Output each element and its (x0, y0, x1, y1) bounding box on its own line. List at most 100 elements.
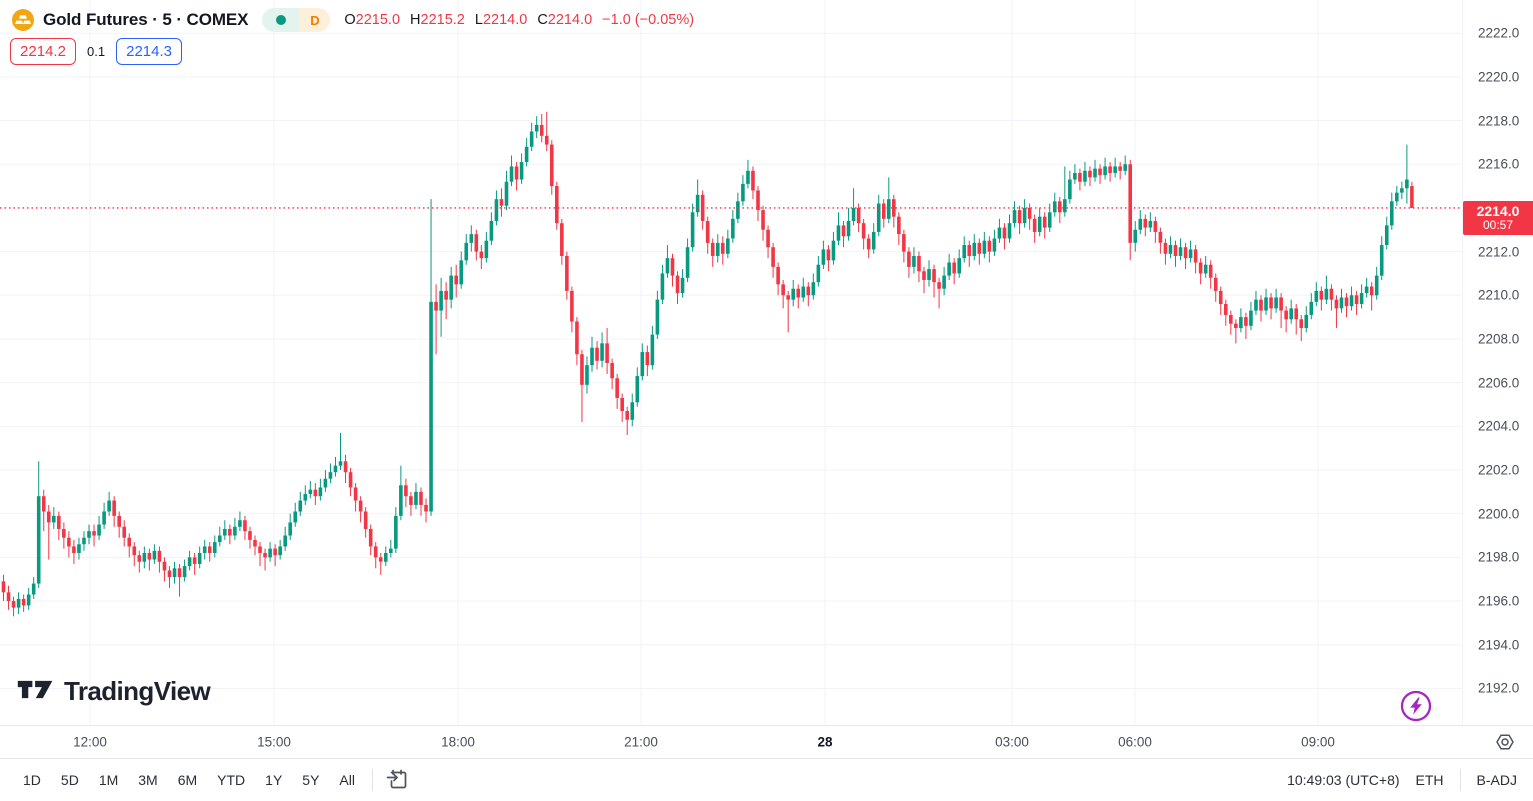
candle (414, 483, 418, 510)
candle (283, 526, 287, 551)
candle (731, 210, 735, 243)
time-axis[interactable]: 12:00 15:00 18:00 21:00 28 03:00 06:00 09:00 (0, 725, 1533, 758)
candle (258, 542, 262, 567)
candle (464, 234, 469, 265)
range-button-3m[interactable]: 3M (131, 768, 164, 792)
price-tick-label: 2216.0 (1478, 156, 1520, 172)
candle (987, 236, 992, 263)
candle (172, 561, 177, 584)
candle (1012, 201, 1017, 228)
candle (338, 432, 343, 470)
range-button-5y[interactable]: 5Y (295, 768, 326, 792)
candle (107, 491, 111, 516)
candle (1289, 299, 1293, 324)
candle (1405, 144, 1409, 204)
candle (615, 373, 619, 409)
candle (801, 277, 806, 302)
candlestick-chart[interactable] (0, 0, 1462, 725)
price-tick-label: 2194.0 (1478, 637, 1520, 653)
adjustment-toggle[interactable]: B-ADJ (1476, 772, 1517, 788)
candle (243, 515, 247, 540)
candle (1188, 240, 1193, 263)
candle (67, 531, 71, 558)
price-tick-label: 2202.0 (1478, 462, 1520, 478)
buy-ask-button[interactable]: 2214.3 (116, 38, 183, 65)
candle (1068, 170, 1072, 204)
candle (670, 253, 675, 287)
candle (710, 238, 715, 267)
tradingview-logo-text: TradingView (64, 676, 211, 706)
chart-area[interactable] (0, 0, 1462, 725)
candle (1354, 290, 1359, 315)
candle (1103, 157, 1107, 180)
candle (373, 542, 378, 569)
candle (1098, 164, 1102, 184)
candle (1123, 155, 1127, 176)
candle (937, 277, 941, 309)
range-button-6m[interactable]: 6M (171, 768, 204, 792)
candle (449, 266, 453, 309)
candle (268, 542, 272, 562)
candle (645, 345, 650, 377)
candle (1108, 162, 1112, 182)
range-button-1m[interactable]: 1M (92, 768, 125, 792)
session-toggle[interactable]: ETH (1415, 772, 1444, 788)
toolbar-divider (371, 769, 373, 791)
price-tick-label: 2204.0 (1478, 418, 1520, 434)
axis-settings-icon[interactable] (1493, 730, 1517, 754)
candle (142, 546, 147, 569)
candle (700, 190, 705, 230)
candle (1234, 319, 1238, 344)
candle (992, 229, 997, 256)
candle (1410, 181, 1414, 208)
candle (21, 594, 26, 612)
sell-bid-button[interactable]: 2214.2 (10, 38, 76, 65)
ohlc-readout: O2215.0 H2215.2 L2214.0 C2214.0 −1.0 (−0… (344, 12, 694, 28)
quick-trade-lightning-icon[interactable] (1399, 689, 1433, 723)
range-button-1y[interactable]: 1Y (258, 768, 289, 792)
candle (821, 240, 826, 270)
candle (565, 251, 569, 300)
clock[interactable]: 10:49:03 (UTC+8) (1287, 772, 1400, 788)
candle (811, 273, 816, 300)
candle (444, 282, 448, 320)
candle (600, 332, 604, 368)
range-button-1d[interactable]: 1D (16, 768, 48, 792)
candle (836, 212, 841, 246)
candle (479, 245, 484, 270)
candle (982, 231, 987, 259)
candle (549, 140, 554, 195)
candle (977, 238, 982, 265)
candle (1148, 212, 1153, 232)
candle (1334, 295, 1339, 329)
candle (620, 393, 624, 422)
price-tick-label: 2222.0 (1478, 25, 1520, 41)
candle (343, 454, 348, 484)
tradingview-watermark[interactable]: TradingView (16, 674, 211, 709)
time-tick-label: 15:00 (257, 734, 291, 750)
change-value: −1.0 (−0.05%) (602, 12, 695, 28)
candle (660, 264, 665, 305)
range-button-all[interactable]: All (332, 768, 362, 792)
candle (595, 341, 599, 370)
candle (62, 522, 66, 549)
candle (942, 266, 946, 296)
low-label: L (474, 12, 483, 28)
go-to-date-button[interactable] (383, 765, 411, 796)
range-button-ytd[interactable]: YTD (210, 768, 252, 792)
candle (323, 470, 328, 492)
range-button-5d[interactable]: 5D (54, 768, 86, 792)
price-axis[interactable]: 2222.0 2220.0 2218.0 2216.0 2214.0 2212.0 2210… (1462, 0, 1533, 725)
time-tick-label: 12:00 (73, 734, 107, 750)
candle (499, 188, 504, 217)
candle (348, 467, 353, 497)
candle (177, 563, 182, 597)
candle (293, 502, 298, 527)
candle (962, 236, 967, 263)
candle (1143, 214, 1148, 237)
market-status-pill[interactable]: D (262, 8, 331, 32)
symbol-title[interactable]: Gold Futures · 5 · COMEX (43, 10, 249, 29)
candle (238, 511, 242, 532)
candle (720, 236, 725, 265)
candle (605, 328, 609, 374)
